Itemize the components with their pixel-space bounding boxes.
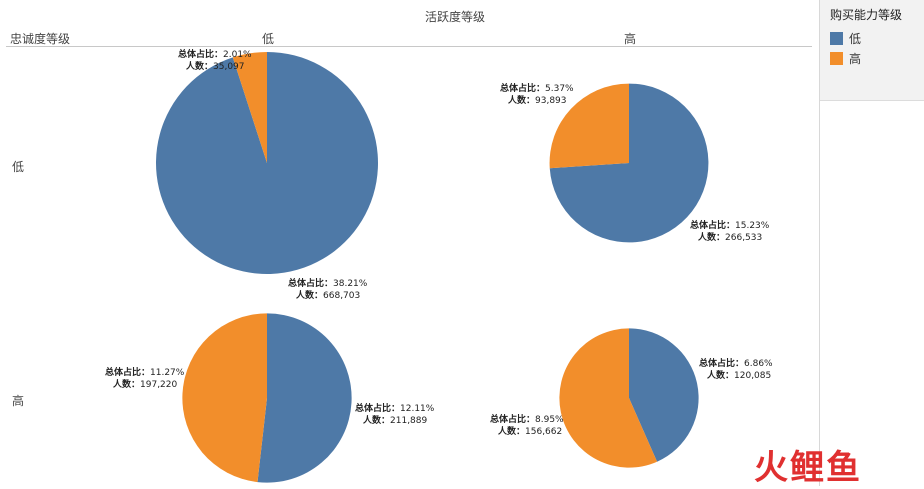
share-label-loyal-high-active-low-buy-high: 总体占比：11.27% — [105, 366, 185, 378]
watermark-logo: 火鲤鱼 — [754, 448, 862, 488]
row-label-high: 高 — [12, 394, 25, 408]
count-label-loyal-low-active-low-buy-high: 人数：35,097 — [185, 60, 245, 72]
pie-slice-loyal-low-active-high-buy-high[interactable] — [549, 83, 629, 169]
pie-slice-loyal-low-active-low-buy-high[interactable] — [232, 52, 267, 163]
legend-label-low: 低 — [849, 31, 862, 46]
count-label-loyal-high-active-low-buy-high: 人数：197,220 — [112, 378, 178, 390]
share-label-loyal-high-active-high-buy-high: 总体占比：8.95% — [490, 413, 564, 425]
share-label-loyal-low-active-high-buy-low: 总体占比：15.23% — [690, 219, 770, 231]
count-label-loyal-low-active-high-buy-high: 人数：93,893 — [507, 94, 567, 106]
pie-slice-loyal-low-active-high-buy-low[interactable] — [549, 83, 709, 243]
pie-slice-loyal-high-active-low-buy-high[interactable] — [182, 313, 267, 483]
legend-item-high[interactable]: 高 — [830, 50, 861, 66]
count-label-loyal-high-active-low-buy-low: 人数：211,889 — [362, 414, 428, 426]
row-label-low: 低 — [12, 160, 25, 174]
column-label-high: 高 — [624, 32, 637, 46]
count-label-loyal-high-active-high-buy-high: 人数：156,662 — [497, 425, 562, 437]
column-dimension-title: 活跃度等级 — [424, 10, 485, 24]
legend-swatch-low — [830, 31, 843, 45]
pie-slice-loyal-high-active-high-buy-high[interactable] — [559, 328, 658, 468]
share-label-loyal-low-active-high-buy-high: 总体占比：5.37% — [500, 82, 574, 94]
share-label-loyal-high-active-high-buy-low: 总体占比：6.86% — [699, 357, 773, 369]
column-label-low: 低 — [262, 32, 275, 46]
share-label-loyal-low-active-low-buy-low: 总体占比：38.21% — [288, 277, 368, 289]
count-label-loyal-low-active-high-buy-low: 人数：266,533 — [697, 231, 762, 243]
share-label-loyal-low-active-low-buy-high: 总体占比：2.01% — [178, 48, 252, 60]
row-dimension-title: 忠诚度等级 — [10, 32, 71, 46]
share-label-loyal-high-active-low-buy-low: 总体占比：12.11% — [355, 402, 435, 414]
pie-slice-loyal-high-active-low-buy-low[interactable] — [257, 313, 352, 483]
header-divider — [6, 46, 812, 47]
legend: 购买能力等级 低 高 — [820, 0, 924, 101]
legend-item-low[interactable]: 低 — [830, 30, 861, 46]
legend-swatch-high — [830, 51, 843, 65]
legend-label-high: 高 — [849, 51, 862, 66]
count-label-loyal-high-active-high-buy-low: 人数：120,085 — [706, 369, 771, 381]
legend-title: 购买能力等级 — [830, 8, 903, 22]
pie-grid-chart: 总体占比：38.21%人数：668,703 总体占比：2.01%人数：35,097… — [105, 48, 773, 483]
pie-slice-loyal-high-active-high-buy-low[interactable] — [629, 328, 699, 462]
legend-divider — [819, 0, 820, 486]
count-label-loyal-low-active-low-buy-low: 人数：668,703 — [295, 289, 360, 301]
